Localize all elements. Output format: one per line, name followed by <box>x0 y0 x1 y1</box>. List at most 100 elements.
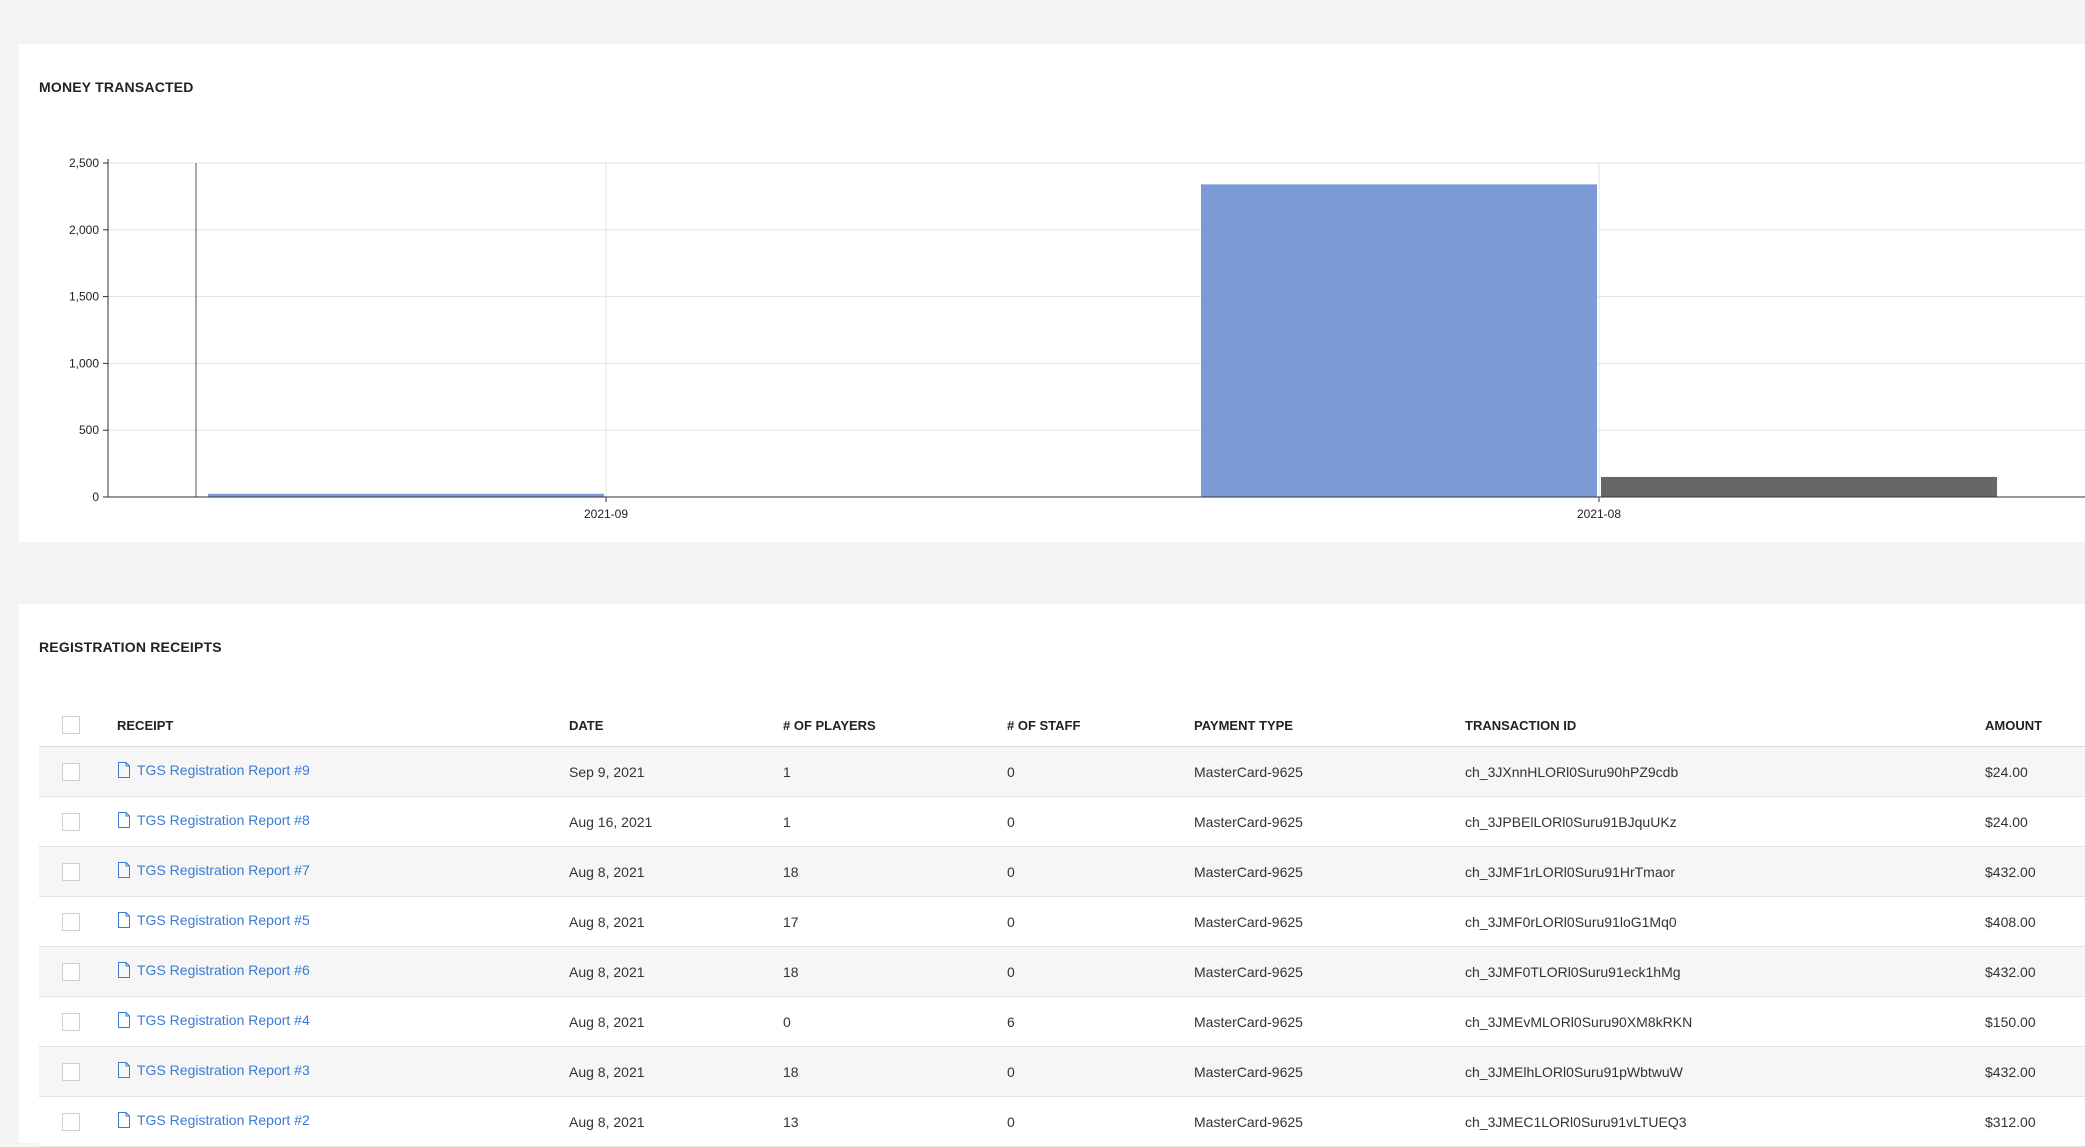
select-all-cell <box>39 704 117 747</box>
payment-type-cell: MasterCard-9625 <box>1194 946 1465 997</box>
transaction-id-cell: ch_3JMElhLORl0Suru91pWbtwuW <box>1465 1046 1985 1097</box>
receipt-link[interactable]: TGS Registration Report #9 <box>117 762 310 778</box>
date-cell: Aug 8, 2021 <box>569 1096 783 1147</box>
bar <box>1201 184 1597 497</box>
document-icon <box>118 962 130 978</box>
receipt-link[interactable]: TGS Registration Report #7 <box>117 862 310 878</box>
receipt-name: TGS Registration Report #5 <box>137 912 310 928</box>
players-cell: 1 <box>783 746 1007 797</box>
receipt-name: TGS Registration Report #7 <box>137 862 310 878</box>
transaction-id-cell: ch_3JXnnHLORl0Suru90hPZ9cdb <box>1465 746 1985 797</box>
players-cell: 18 <box>783 1046 1007 1097</box>
staff-cell: 0 <box>1007 796 1194 847</box>
staff-cell: 0 <box>1007 1096 1194 1147</box>
amount-cell: $150.00 <box>1985 996 2085 1047</box>
amount-cell: $432.00 <box>1985 846 2085 897</box>
receipt-link[interactable]: TGS Registration Report #6 <box>117 962 310 978</box>
amount-cell: $24.00 <box>1985 746 2085 797</box>
document-icon <box>118 1062 130 1078</box>
column-header-receipt[interactable]: RECEIPT <box>117 704 569 747</box>
table-row: TGS Registration Report #6 Aug 8, 2021 1… <box>39 946 2085 997</box>
amount-cell: $312.00 <box>1985 1096 2085 1147</box>
row-checkbox[interactable] <box>62 862 80 881</box>
transaction-id-cell: ch_3JMEC1LORl0Suru91vLTUEQ3 <box>1465 1096 1985 1147</box>
column-header-amount[interactable]: AMOUNT <box>1985 704 2085 747</box>
document-icon <box>118 812 130 828</box>
row-checkbox[interactable] <box>62 912 80 931</box>
column-header-date[interactable]: DATE <box>569 704 783 747</box>
receipt-link[interactable]: TGS Registration Report #8 <box>117 812 310 828</box>
y-tick-label: 2,000 <box>69 223 99 237</box>
transaction-id-cell: ch_3JMEvMLORl0Suru90XM8kRKN <box>1465 996 1985 1047</box>
money-transacted-chart: 0 500 1,000 1,500 2,000 2,500 2021-09 2021-08 <box>69 156 2085 521</box>
payment-type-cell: MasterCard-9625 <box>1194 1096 1465 1147</box>
date-cell: Aug 8, 2021 <box>569 1046 783 1097</box>
receipt-name: TGS Registration Report #9 <box>137 762 310 778</box>
row-checkbox[interactable] <box>62 762 80 781</box>
receipt-cell: TGS Registration Report #6 <box>117 946 569 997</box>
receipts-title: REGISTRATION RECEIPTS <box>39 639 222 655</box>
payment-type-cell: MasterCard-9625 <box>1194 996 1465 1047</box>
payment-type-cell: MasterCard-9625 <box>1194 746 1465 797</box>
column-header-staff[interactable]: # OF STAFF <box>1007 704 1194 747</box>
receipt-link[interactable]: TGS Registration Report #5 <box>117 912 310 928</box>
row-checkbox[interactable] <box>62 1062 80 1081</box>
table-row: TGS Registration Report #9 Sep 9, 2021 1… <box>39 746 2085 797</box>
money-transacted-card: MONEY TRANSACTED 0 500 1,000 1,500 2,000 2,50… <box>19 44 2085 542</box>
receipt-link[interactable]: TGS Registration Report #4 <box>117 1012 310 1028</box>
date-cell: Aug 16, 2021 <box>569 796 783 847</box>
column-header-players[interactable]: # OF PLAYERS <box>783 704 1007 747</box>
registration-receipts-card: REGISTRATION RECEIPTS RECEIPT DATE # OF … <box>19 604 2085 1147</box>
bar <box>1601 476 1997 497</box>
date-cell: Sep 9, 2021 <box>569 746 783 797</box>
amount-cell: $24.00 <box>1985 796 2085 847</box>
row-select-cell <box>39 746 117 797</box>
row-select-cell <box>39 946 117 997</box>
payment-type-cell: MasterCard-9625 <box>1194 796 1465 847</box>
row-checkbox[interactable] <box>62 1112 80 1131</box>
receipt-cell: TGS Registration Report #8 <box>117 796 569 847</box>
table-row: TGS Registration Report #7 Aug 8, 2021 1… <box>39 846 2085 897</box>
document-icon <box>118 862 130 878</box>
players-cell: 0 <box>783 996 1007 1047</box>
table-row: TGS Registration Report #8 Aug 16, 2021 … <box>39 796 2085 847</box>
staff-cell: 0 <box>1007 746 1194 797</box>
receipt-cell: TGS Registration Report #7 <box>117 846 569 897</box>
receipt-name: TGS Registration Report #6 <box>137 962 310 978</box>
y-tick-label: 0 <box>92 490 99 504</box>
document-icon <box>118 1112 130 1128</box>
transaction-id-cell: ch_3JMF0rLORl0Suru91loG1Mq0 <box>1465 896 1985 947</box>
column-header-payment-type[interactable]: PAYMENT TYPE <box>1194 704 1465 747</box>
column-header-transaction-id[interactable]: TRANSACTION ID <box>1465 704 1985 747</box>
payment-type-cell: MasterCard-9625 <box>1194 896 1465 947</box>
y-tick-label: 500 <box>79 423 99 437</box>
amount-cell: $432.00 <box>1985 946 2085 997</box>
select-all-checkbox[interactable] <box>62 716 80 734</box>
receipt-link[interactable]: TGS Registration Report #2 <box>117 1112 310 1128</box>
staff-cell: 0 <box>1007 846 1194 897</box>
receipt-name: TGS Registration Report #3 <box>137 1062 310 1078</box>
staff-cell: 0 <box>1007 896 1194 947</box>
receipt-link[interactable]: TGS Registration Report #3 <box>117 1062 310 1078</box>
x-tick-label: 2021-09 <box>584 507 628 521</box>
table-row: TGS Registration Report #4 Aug 8, 2021 0… <box>39 996 2085 1047</box>
y-tick-label: 1,000 <box>69 356 99 370</box>
receipt-cell: TGS Registration Report #9 <box>117 746 569 797</box>
date-cell: Aug 8, 2021 <box>569 896 783 947</box>
bar <box>208 493 604 497</box>
transaction-id-cell: ch_3JMF1rLORl0Suru91HrTmaor <box>1465 846 1985 897</box>
row-checkbox[interactable] <box>62 1012 80 1031</box>
x-tick-label: 2021-08 <box>1577 507 1621 521</box>
row-checkbox[interactable] <box>62 962 80 981</box>
receipt-name: TGS Registration Report #8 <box>137 812 310 828</box>
staff-cell: 0 <box>1007 1046 1194 1097</box>
row-checkbox[interactable] <box>62 812 80 831</box>
y-tick-label: 1,500 <box>69 290 99 304</box>
receipt-cell: TGS Registration Report #5 <box>117 896 569 947</box>
receipt-cell: TGS Registration Report #3 <box>117 1046 569 1097</box>
table-row: TGS Registration Report #3 Aug 8, 2021 1… <box>39 1046 2085 1097</box>
players-cell: 18 <box>783 946 1007 997</box>
date-cell: Aug 8, 2021 <box>569 996 783 1047</box>
row-select-cell <box>39 996 117 1047</box>
amount-cell: $432.00 <box>1985 1046 2085 1097</box>
